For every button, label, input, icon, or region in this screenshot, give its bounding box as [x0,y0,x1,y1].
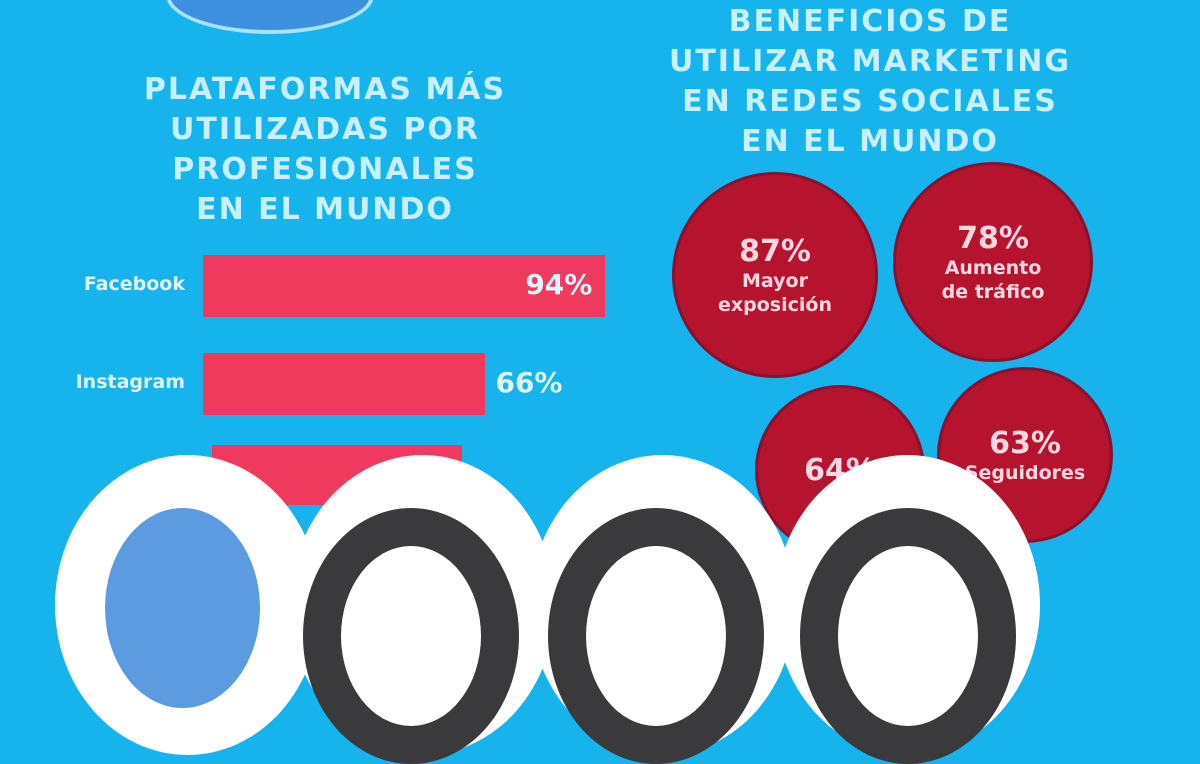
benefit-value: 78% [957,220,1029,256]
benefit-circle: 87% Mayor exposición [675,175,875,375]
bar [203,255,606,317]
benefit-value: 87% [739,233,811,269]
benefit-text: Seguidores [964,461,1086,484]
facebook-logo-icon [105,508,260,708]
social-icon [800,508,1016,764]
bar-label: Instagram [75,371,185,393]
bar-label: Facebook [83,273,185,295]
benefit-circle: 63% Seguidores [940,370,1110,540]
left-title: PLATAFORMAS MÁS UTILIZADAS POR PROFESION… [143,72,507,227]
benefit-text: Mayor exposición [718,269,832,316]
bottom-icons [55,455,1040,764]
bar-value: 66% [495,366,563,399]
social-icon [548,508,764,764]
bar-value: 94% [525,268,593,301]
bar [203,353,486,415]
social-icon [303,508,519,764]
benefit-value: 63% [989,425,1061,461]
benefit-circle: 78% Aumento de tráfico [896,165,1090,359]
right-title: BENEFICIOS DE UTILIZAR MARKETING EN REDE… [668,4,1072,159]
benefit-text: Aumento de tráfico [941,256,1045,303]
